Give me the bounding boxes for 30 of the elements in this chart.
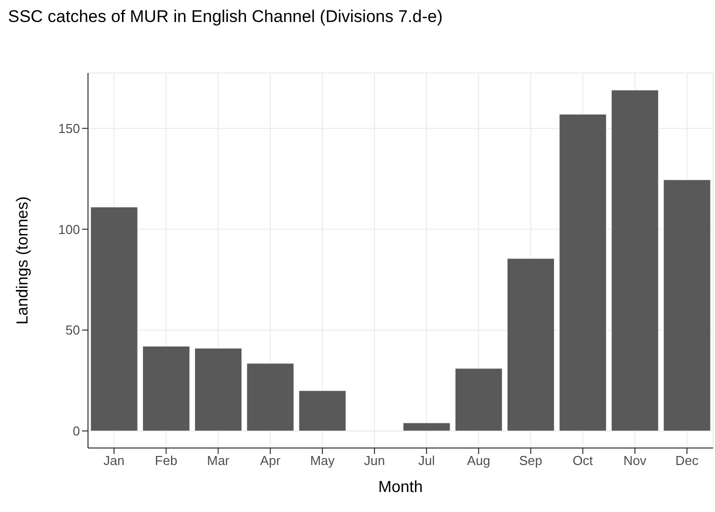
x-tick-label: May: [310, 453, 336, 468]
x-tick-label: Apr: [260, 453, 282, 468]
x-tick-label: Nov: [623, 453, 647, 468]
bar: [454, 368, 502, 432]
bar: [402, 422, 450, 432]
x-tick-label: Jun: [364, 453, 385, 468]
x-tick-label: Sep: [519, 453, 542, 468]
x-tick-label: Feb: [154, 453, 178, 468]
chart-title: SSC catches of MUR in English Channel (Divisions 7.d-e): [8, 6, 444, 27]
x-tick-label: Oct: [572, 453, 594, 468]
bar: [611, 90, 659, 432]
x-axis-title: Month: [378, 479, 423, 496]
x-tick-label: Aug: [467, 453, 490, 468]
bar: [194, 348, 242, 432]
bar: [246, 363, 294, 432]
bar: [142, 346, 190, 432]
x-tick-label: Mar: [207, 453, 230, 468]
bar: [298, 390, 346, 432]
x-tick-label: Dec: [675, 453, 700, 468]
y-axis-title: Landings (tonnes): [14, 196, 32, 325]
bar: [559, 114, 607, 432]
y-tick-label: 150: [58, 120, 80, 136]
y-tick-label: 100: [58, 222, 80, 237]
y-tick-label: 50: [66, 322, 80, 338]
y-tick-label: 0: [72, 424, 80, 439]
x-tick-label: Jan: [104, 453, 125, 468]
x-tick-label: Jul: [418, 453, 435, 468]
bar: [663, 180, 711, 432]
bar: [507, 258, 555, 432]
bar: [90, 206, 138, 432]
